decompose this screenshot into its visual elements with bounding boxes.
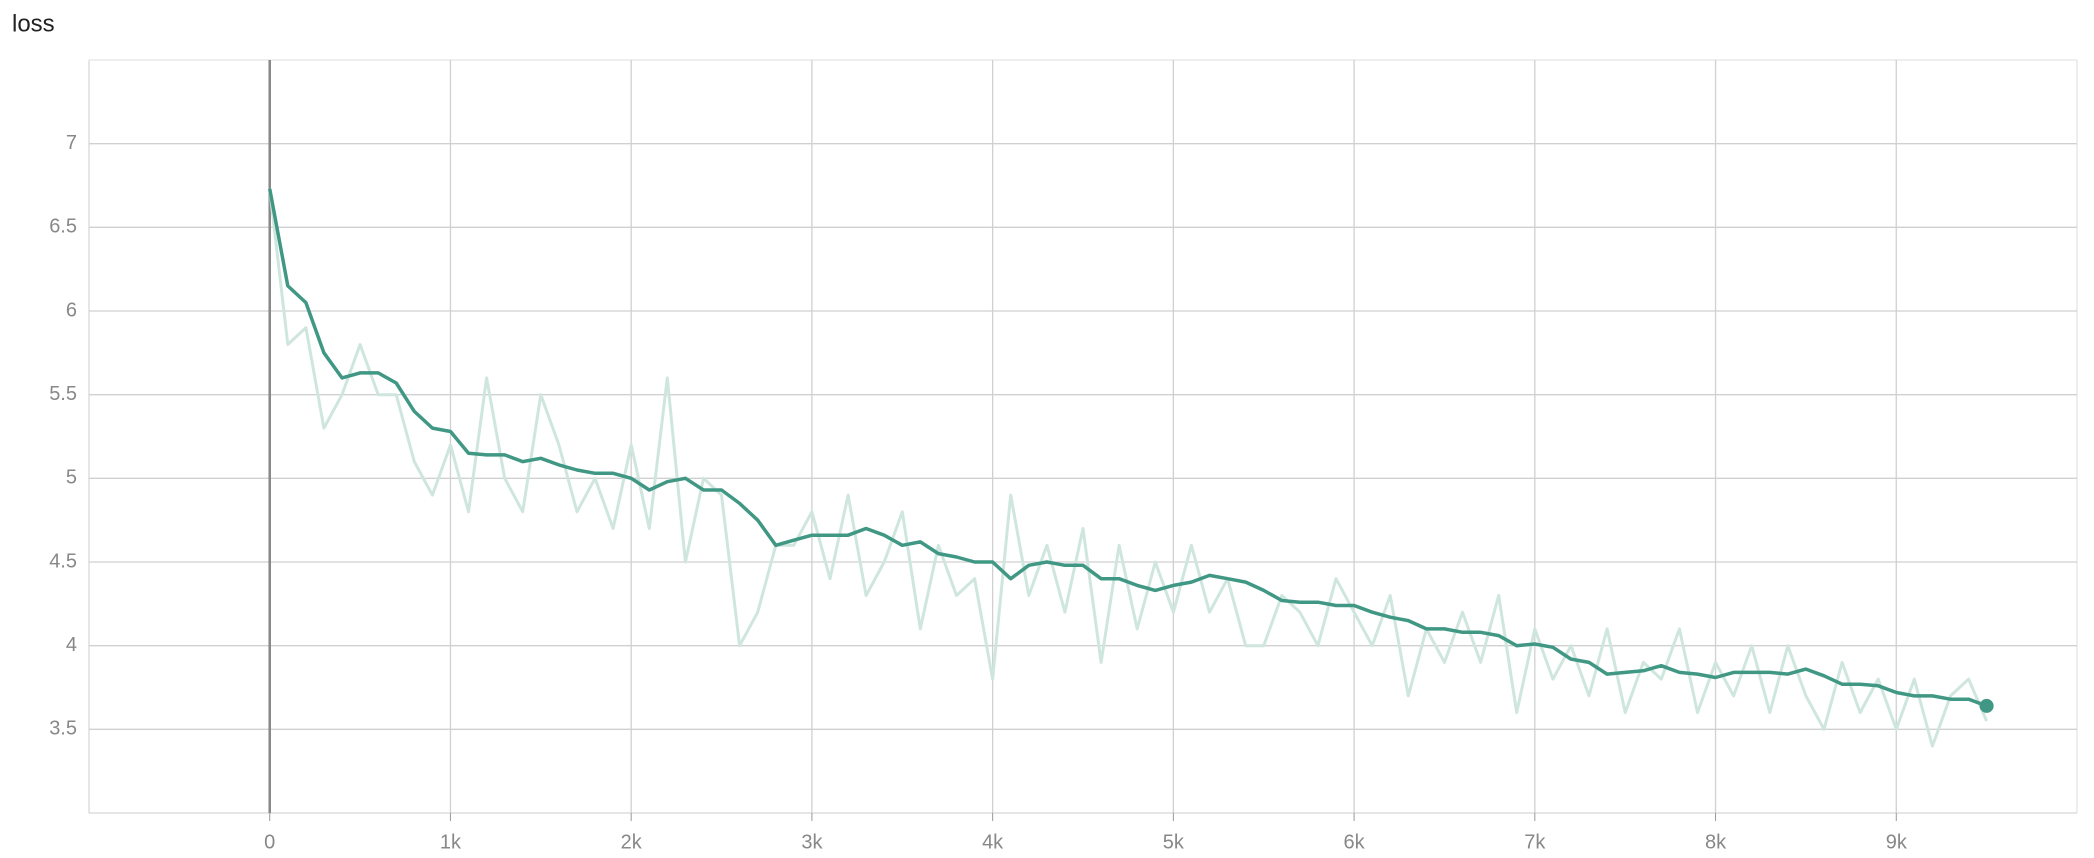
x-tick-label: 6k — [1344, 831, 1366, 853]
y-tick-label: 5.5 — [49, 383, 77, 405]
x-tick-label: 2k — [621, 831, 643, 853]
y-tick-label: 6 — [66, 299, 77, 321]
y-tick-label: 7 — [66, 132, 77, 154]
x-tick-label: 1k — [440, 831, 462, 853]
x-tick-label: 5k — [1163, 831, 1185, 853]
y-tick-label: 5 — [66, 467, 77, 489]
series-line — [267, 188, 1988, 708]
end-point — [1979, 698, 1994, 713]
x-tick-label: 4k — [982, 831, 1004, 853]
series-line — [268, 188, 1988, 748]
x-tick-label: 9k — [1886, 831, 1908, 853]
y-tick-label: 3.5 — [49, 718, 77, 740]
y-tick-label: 4.5 — [49, 550, 77, 572]
chart-title: loss — [12, 10, 55, 37]
x-tick-label: 8k — [1705, 831, 1727, 853]
x-tick-label: 3k — [801, 831, 823, 853]
x-tick-label: 7k — [1524, 831, 1546, 853]
x-tick-label: 0 — [264, 831, 275, 853]
y-tick-label: 4 — [66, 634, 77, 656]
y-tick-label: 6.5 — [49, 216, 77, 238]
